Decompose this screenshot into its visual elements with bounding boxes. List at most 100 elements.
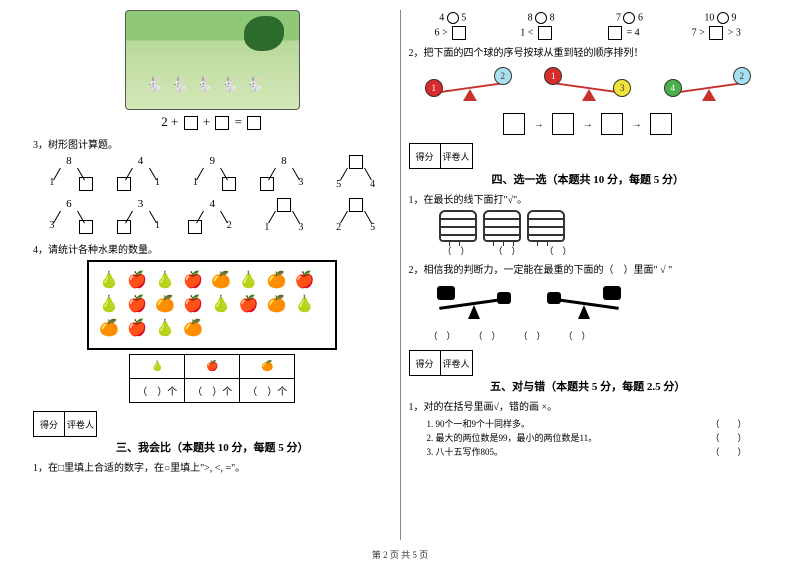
blank-box[interactable] [452, 26, 466, 40]
arrow-icon: → [534, 119, 544, 130]
blank-box[interactable] [349, 155, 363, 169]
tf-text: 1. 90个一和9个十同样多。 [427, 417, 531, 430]
circle-blank[interactable] [717, 12, 729, 24]
paren[interactable]: （ ） [519, 329, 546, 342]
fruit-glyph: 🍎 [239, 294, 259, 314]
compare-item: = 4 [606, 26, 640, 40]
seq-box[interactable] [503, 113, 525, 135]
tree-diagram: 81 [42, 155, 96, 194]
paren[interactable]: （ ） [564, 329, 591, 342]
paren[interactable]: （ ） [545, 244, 572, 257]
page-content: 🐇 🐇 🐇 🐇 🐇 2 + + = 3，树形图计算题。 8141918354 6… [0, 0, 800, 548]
section-4-title: 四、选一选（本题共 10 分，每题 5 分） [409, 171, 768, 187]
score-cell: 得分 [409, 350, 441, 376]
blank-box[interactable] [349, 198, 363, 212]
fruit-box: 🍐🍎🍐🍎🍊🍐🍊🍎🍐🍎🍊🍎🍐🍎🍊🍐🍊🍎🍐🍊 [87, 260, 337, 350]
fruit-glyph: 🍎 [183, 270, 203, 290]
arrow-icon: → [583, 119, 593, 130]
compare-item: 6 > [435, 26, 469, 40]
ball: 1 [425, 79, 443, 97]
tf-row: 3. 八十五写作805。（ ） [427, 445, 747, 458]
fruit-header: 🍎 [185, 355, 240, 379]
blank-box[interactable] [215, 116, 229, 130]
tree-diagram: 91 [185, 155, 239, 194]
blank-box[interactable] [608, 26, 622, 40]
r-q4-1-label: 1，在最长的线下面打"√"。 [409, 191, 768, 206]
fruit-glyph: 🍊 [211, 270, 231, 290]
grader-cell: 评卷人 [65, 411, 97, 437]
ball: 2 [494, 67, 512, 85]
seq-box[interactable] [552, 113, 574, 135]
q4-label: 4，请统计各种水果的数量。 [33, 241, 392, 256]
right-column: 4 58 87 610 9 6 > 1 < = 47 > > 3 2，把下面的四… [401, 10, 776, 548]
fruit-count-cell[interactable]: （ ）个 [240, 379, 295, 403]
fruit-count-table: 🍐🍎🍊 （ ）个（ ）个（ ）个 [129, 354, 295, 403]
paren[interactable]: （ ） [429, 329, 456, 342]
barrel-row [439, 210, 768, 242]
fruit-glyph: 🍊 [183, 318, 203, 338]
grader-cell: 评卷人 [441, 350, 473, 376]
seq-box[interactable] [601, 113, 623, 135]
circle-blank[interactable] [535, 12, 547, 24]
fruit-glyph: 🍊 [267, 294, 287, 314]
r-q4-2-label: 2，相信我的判断力，一定能在最重的下面的（ ）里面" √ " [409, 261, 768, 276]
blank-box[interactable] [709, 26, 723, 40]
weigh-scale [539, 282, 629, 327]
compare-item: 8 8 [528, 12, 555, 24]
compare-row-1: 4 58 87 610 9 [409, 12, 768, 24]
ball: 3 [613, 79, 631, 97]
fruit-header: 🍊 [240, 355, 295, 379]
r-q5-1-label: 1，对的在括号里画√，错的画 ×。 [409, 398, 768, 413]
tf-row: 1. 90个一和9个十同样多。 （ ） [427, 417, 747, 430]
tree-diagram: 63 [42, 198, 96, 237]
weigh-scale [429, 282, 519, 327]
fruit-glyph: 🍐 [99, 294, 119, 314]
weigh-row [429, 282, 768, 327]
fruit-count-cell[interactable]: （ ）个 [185, 379, 240, 403]
section-5-title: 五、对与错（本题共 5 分，每题 2.5 分） [409, 378, 768, 394]
blank-box[interactable] [247, 116, 261, 130]
fruit-header: 🍐 [130, 355, 185, 379]
fruit-count-cell[interactable]: （ ）个 [130, 379, 185, 403]
equation-line: 2 + + = [33, 114, 392, 130]
paren[interactable]: （ ） [443, 244, 470, 257]
ball: 4 [664, 79, 682, 97]
tf-row: 2. 最大的两位数是99，最小的两位数是11。（ ） [427, 431, 747, 444]
tree-row-1: 8141918354 [33, 155, 392, 194]
paren-row-1: （ ） （ ） （ ） [443, 244, 768, 257]
tf-paren[interactable]: （ ） [710, 445, 746, 458]
fruit-glyph: 🍊 [267, 270, 287, 290]
section-3-title: 三、我会比（本题共 10 分，每题 5 分） [33, 439, 392, 455]
blank-box[interactable] [184, 116, 198, 130]
tree-diagram: 42 [185, 198, 239, 237]
circle-blank[interactable] [447, 12, 459, 24]
page-footer: 第 2 页 共 5 页 [0, 548, 800, 561]
paren-row-2: （ ） （ ） （ ） （ ） [429, 329, 768, 342]
rabbit-illustration: 🐇 🐇 🐇 🐇 🐇 [125, 10, 300, 110]
arrow-icon: → [632, 119, 642, 130]
score-cell: 得分 [409, 143, 441, 169]
tf-paren[interactable]: （ ） [710, 431, 746, 444]
tree-diagram: 41 [114, 155, 168, 194]
tree-diagram: 13 [257, 198, 311, 237]
seesaw: 12 [421, 65, 516, 105]
compare-item: 10 9 [704, 12, 736, 24]
tree-row-2: 6331421325 [33, 198, 392, 237]
r-q2-label: 2，把下面的四个球的序号按球从重到轻的顺序排列！ [409, 44, 768, 59]
blank-box[interactable] [538, 26, 552, 40]
blank-box[interactable] [277, 198, 291, 212]
circle-blank[interactable] [623, 12, 635, 24]
fruit-glyph: 🍎 [295, 270, 315, 290]
rabbit-glyphs: 🐇 🐇 🐇 🐇 🐇 [146, 77, 265, 94]
fruit-glyph: 🍊 [99, 318, 119, 338]
ball: 2 [733, 67, 751, 85]
seesaw: 42 [660, 65, 755, 105]
fruit-glyph: 🍐 [99, 270, 119, 290]
tf-paren[interactable]: （ ） [710, 417, 746, 430]
paren[interactable]: （ ） [474, 329, 501, 342]
tf-list: 1. 90个一和9个十同样多。 （ ）2. 最大的两位数是99，最小的两位数是11… [427, 417, 768, 458]
compare-item: 7 > > 3 [692, 26, 741, 40]
tree-diagram: 25 [329, 198, 383, 237]
seq-box[interactable] [650, 113, 672, 135]
paren[interactable]: （ ） [494, 244, 521, 257]
